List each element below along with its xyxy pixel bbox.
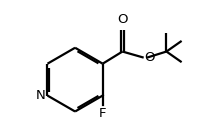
Text: N: N (36, 89, 46, 102)
Text: O: O (117, 13, 128, 26)
Text: F: F (99, 107, 106, 120)
Text: O: O (145, 51, 155, 64)
